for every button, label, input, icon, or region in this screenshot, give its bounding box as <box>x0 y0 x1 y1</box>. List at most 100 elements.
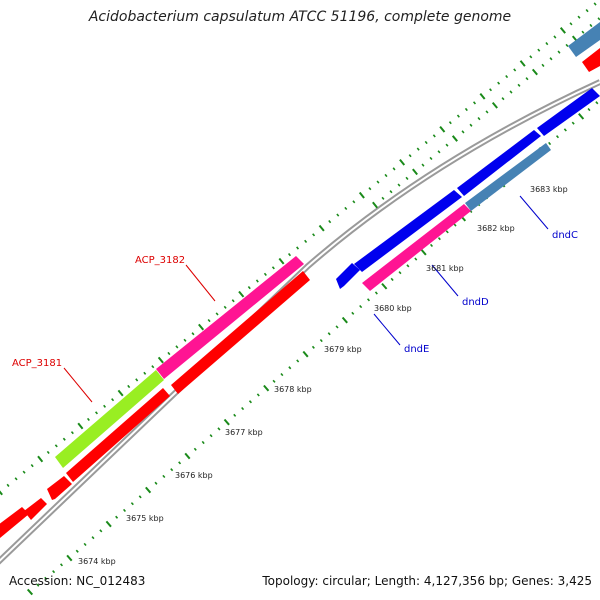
far-tick <box>557 50 561 54</box>
far-tick <box>517 83 521 87</box>
inner-tick <box>578 113 585 120</box>
gene-red-long[interactable] <box>171 271 310 394</box>
inner-tick <box>99 529 103 533</box>
gene-arrow-dndc-blue[interactable] <box>457 130 541 196</box>
outer-tick <box>384 173 388 178</box>
gene-acp-3182[interactable] <box>156 256 304 379</box>
dnde-label: dndE <box>404 344 429 355</box>
inner-tick <box>420 248 427 256</box>
inner-tick <box>414 257 418 261</box>
genome-title: Acidobacterium capsulatum ATCC 51196, co… <box>88 9 512 25</box>
outer-tick <box>296 246 300 250</box>
outer-tick <box>464 107 468 112</box>
far-tick <box>485 110 489 114</box>
inner-tick <box>233 413 237 417</box>
outer-tick <box>537 48 541 52</box>
inner-tick <box>263 384 270 392</box>
outer-tick-track <box>0 2 597 496</box>
outer-tick <box>94 411 99 415</box>
inner-tick <box>327 332 331 336</box>
inner-tick <box>406 264 410 268</box>
outer-tick <box>111 398 115 402</box>
inner-tick <box>280 372 284 377</box>
far-tick-track <box>372 17 600 209</box>
inner-tick <box>105 520 112 528</box>
gene-arrow-corner-steel[interactable] <box>568 22 600 57</box>
gene-arrow-corner-red[interactable] <box>582 48 600 72</box>
inner-tick <box>437 237 441 241</box>
outer-tick <box>553 35 557 39</box>
far-tick <box>429 156 433 161</box>
inner-tick <box>311 345 315 349</box>
inner-tick <box>52 570 56 574</box>
inner-tick <box>555 135 560 139</box>
inner-tick <box>296 359 300 363</box>
gene-arrow-far-blue[interactable] <box>537 88 600 136</box>
far-tick <box>412 168 418 176</box>
far-tick <box>389 190 393 194</box>
outer-tick <box>448 121 452 125</box>
gene-red-small-b[interactable] <box>24 498 47 520</box>
outer-tick <box>86 417 90 422</box>
outer-tick <box>238 290 245 298</box>
acp-3182-label: ACP_3182 <box>135 255 185 266</box>
inner-tick <box>217 427 221 431</box>
outer-tick <box>271 266 275 270</box>
gene-arrow-dndd-magenta[interactable] <box>362 204 471 291</box>
dndd-label: dndD <box>462 297 489 308</box>
inner-tick <box>66 554 73 562</box>
kbp-label-3683: 3683 kbp <box>530 185 568 194</box>
kbp-label-3681: 3681 kbp <box>426 264 464 273</box>
far-tick <box>541 63 545 68</box>
far-tick <box>491 101 498 109</box>
inner-tick <box>272 379 276 383</box>
inner-tick <box>178 461 182 465</box>
gene-red-mid[interactable] <box>66 388 170 482</box>
outer-tick <box>247 285 251 290</box>
far-tick <box>381 196 385 200</box>
far-tick <box>445 143 449 147</box>
outer-tick <box>77 422 84 430</box>
gene-red-edge[interactable] <box>0 507 29 538</box>
kbp-label-3676: 3676 kbp <box>175 471 213 480</box>
far-tick <box>525 77 529 81</box>
inner-tick <box>130 502 134 506</box>
far-tick <box>581 30 585 34</box>
kbp-scale-labels: 3674 kbp 3675 kbp 3676 kbp 3677 kbp 3678… <box>78 185 568 566</box>
outer-tick <box>368 187 372 191</box>
inner-tick <box>223 418 230 426</box>
far-tick <box>437 150 441 154</box>
gene-arrow-dndc-steel[interactable] <box>465 143 551 211</box>
genome-backbone-inner <box>0 81 600 562</box>
inner-tick <box>115 515 119 519</box>
inner-tick-track <box>26 101 599 596</box>
dndd-callout <box>431 264 459 297</box>
inner-tick <box>587 107 591 112</box>
outer-tick <box>416 147 420 151</box>
outer-tick <box>198 323 205 331</box>
outer-tick <box>352 200 356 204</box>
genome-summary-text: Topology: circular; Length: 4,127,356 bp… <box>262 574 592 588</box>
inner-tick <box>563 128 567 132</box>
outer-tick <box>408 154 412 158</box>
outer-tick <box>191 332 195 336</box>
outer-tick <box>479 92 486 100</box>
outer-tick <box>127 384 131 389</box>
outer-tick <box>135 378 139 382</box>
inner-tick <box>445 230 449 234</box>
outer-tick <box>231 299 235 303</box>
inner-tick <box>26 588 34 596</box>
gene-arrow-dnde[interactable] <box>336 263 360 289</box>
outer-tick <box>399 158 406 166</box>
inner-tick <box>241 406 245 411</box>
inner-tick <box>162 474 166 479</box>
outer-tick <box>336 213 340 217</box>
gene-red-small-a[interactable] <box>47 476 72 500</box>
inner-tick <box>145 486 152 494</box>
far-tick <box>531 68 538 76</box>
acp-3182-callout <box>185 264 216 302</box>
gene-acp-3181[interactable] <box>55 370 164 468</box>
gene-arrow-dndd-blue[interactable] <box>354 190 462 272</box>
